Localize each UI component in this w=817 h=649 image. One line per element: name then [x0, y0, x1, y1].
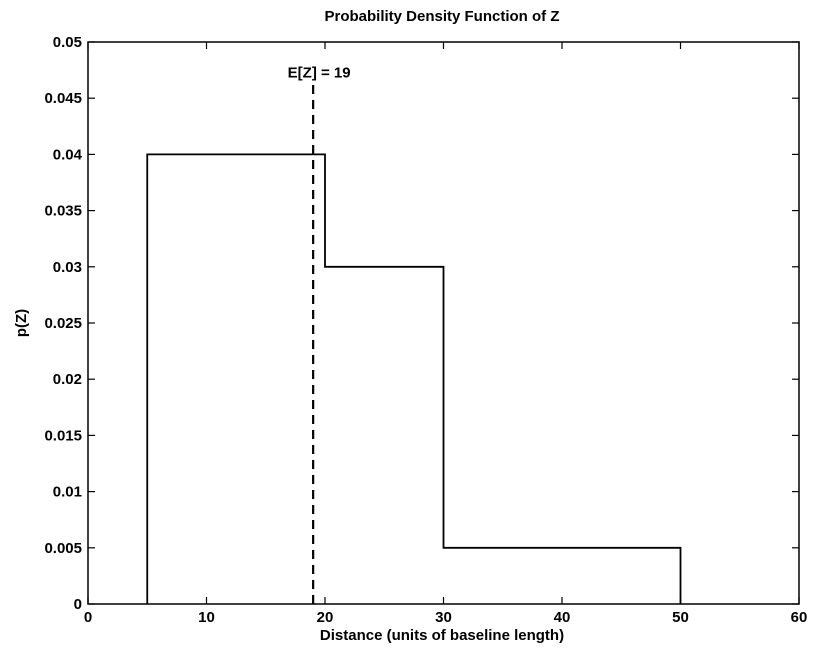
- data-series: [146, 153, 682, 604]
- mean-annotation: E[Z] = 19: [288, 64, 351, 81]
- y-tick-label: 0.03: [53, 259, 82, 276]
- y-tick-label: 0.02: [53, 371, 82, 388]
- x-tick-label: 60: [791, 609, 808, 626]
- y-tick-label: 0.025: [44, 315, 82, 332]
- x-tick-label: 50: [672, 609, 689, 626]
- x-tick-label: 0: [84, 609, 92, 626]
- x-tick-label: 20: [317, 609, 334, 626]
- x-tick-label: 30: [435, 609, 452, 626]
- x-tick-label: 10: [198, 609, 215, 626]
- y-tick-label: 0.005: [44, 540, 82, 557]
- annotations: E[Z] = 19: [288, 64, 351, 81]
- y-axis-label: p(Z): [13, 309, 30, 337]
- y-tick-label: 0.045: [44, 90, 82, 107]
- y-tick-label: 0.015: [44, 427, 82, 444]
- pdf-series-line: [146, 153, 682, 604]
- y-tick-label: 0.01: [53, 484, 82, 501]
- x-axis-ticks: 0 10 20 30 40 50 60: [84, 42, 808, 626]
- y-tick-label: 0.05: [53, 34, 82, 51]
- y-tick-label: 0.04: [53, 146, 83, 163]
- x-tick-label: 40: [554, 609, 571, 626]
- y-axis-ticks: 0 0.005 0.01 0.015 0.02 0.025 0.03 0.035 0.04 0.0…: [44, 34, 799, 613]
- y-tick-label: 0.035: [44, 203, 82, 220]
- x-axis-label: Distance (units of baseline length): [320, 627, 564, 644]
- chart-title: Probability Density Function of Z: [324, 8, 559, 25]
- y-tick-label: 0: [74, 596, 82, 613]
